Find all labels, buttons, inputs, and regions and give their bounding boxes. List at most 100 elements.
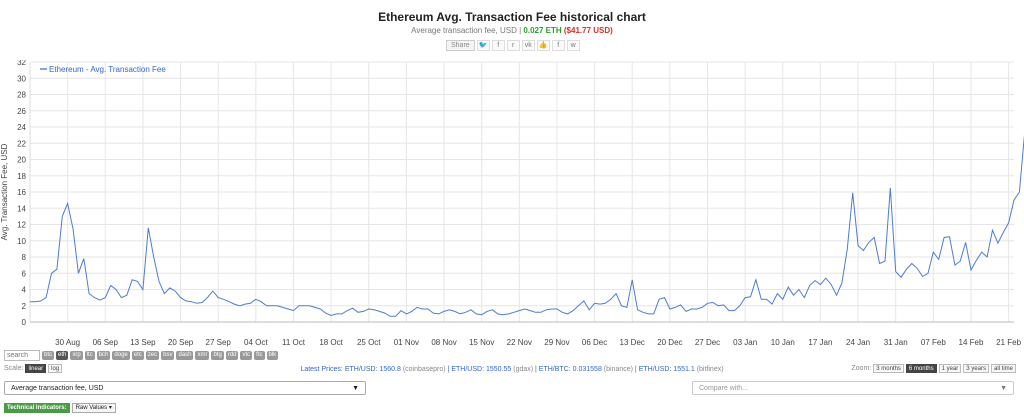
x-tick-label: 20 Dec [657,338,682,347]
price-item[interactable]: ETH/BTC: 0.031558 (binance) [538,366,633,373]
y-tick-label: 18 [17,172,26,181]
legend-label: Ethereum - Avg. Transaction Fee [49,65,166,74]
coin-button-blk[interactable]: blk [266,351,279,360]
zoom-label: Zoom: [851,365,872,372]
x-tick-label: 03 Jan [733,338,757,347]
scale-label: Scale: [4,365,24,372]
facebook-icon[interactable]: f [491,40,505,51]
compare-select-placeholder: Compare with... [699,385,749,392]
chart-subtitle: Average transaction fee, USD | 0.027 ETH… [0,26,1024,35]
coin-button-rdd[interactable]: rdd [225,351,239,360]
latest-prices: Latest Prices: ETH/USD: 1560.8 (coinbase… [300,366,724,373]
x-tick-label: 21 Feb [996,338,1021,347]
reddit-icon[interactable]: r [506,40,520,51]
y-tick-label: 16 [17,188,26,197]
coin-button-vtc[interactable]: vtc [240,351,253,360]
y-tick-label: 10 [17,237,26,246]
y-tick-label: 0 [22,318,27,327]
x-tick-label: 27 Sep [206,338,232,347]
chevron-down-icon: ▼ [352,385,359,392]
y-tick-label: 32 [17,60,26,67]
zoom-all-time-button[interactable]: all time [990,364,1016,373]
scale-control: Scale: linear log [4,364,63,373]
y-tick-label: 24 [17,123,26,132]
y-tick-label: 28 [17,91,26,100]
coin-toolbar: btcethxrpltcbchdogeetczecbsvdashxmrbtgrd… [4,350,279,361]
y-tick-label: 14 [17,204,26,213]
x-tick-label: 04 Oct [244,338,268,347]
x-tick-label: 10 Jan [771,338,795,347]
raw-values-dropdown[interactable]: Raw Values ▾ [71,403,116,413]
coin-search-input[interactable] [4,350,40,361]
coin-button-bsv[interactable]: bsv [161,351,175,360]
y-tick-label: 4 [22,286,27,295]
x-tick-label: 06 Dec [582,338,607,347]
y-tick-label: 26 [17,107,26,116]
twitter-icon[interactable]: 🐦 [476,40,490,51]
x-tick-label: 01 Nov [394,338,419,347]
scale-log-button[interactable]: log [48,364,63,373]
zoom-3-months-button[interactable]: 3 months [873,364,904,373]
coin-button-xmr[interactable]: xmr [195,351,210,360]
x-tick-label: 27 Dec [695,338,720,347]
zoom-3-years-button[interactable]: 3 years [963,364,989,373]
y-tick-label: 22 [17,139,26,148]
prices-label: Latest Prices: [300,366,343,373]
x-tick-label: 17 Jan [808,338,832,347]
technical-indicators: Technical Indicators: Raw Values ▾ [4,403,116,413]
weibo-icon[interactable]: w [566,40,580,51]
y-tick-label: 8 [22,253,27,262]
x-tick-label: 14 Feb [959,338,984,347]
x-tick-label: 25 Oct [357,338,381,347]
x-tick-label: 11 Oct [282,338,306,347]
x-tick-label: 07 Feb [921,338,946,347]
subtitle-label: Average transaction fee, USD | [411,26,522,35]
x-tick-label: 18 Oct [319,338,343,347]
metric-select[interactable]: Average transaction fee, USD ▼ [4,381,366,395]
coin-button-dash[interactable]: dash [176,351,194,360]
share-label: Share [446,40,475,51]
coin-button-doge[interactable]: doge [112,351,130,360]
x-tick-label: 30 Aug [55,338,80,347]
technical-indicators-label: Technical Indicators: [4,403,70,413]
scale-linear-button[interactable]: linear [25,364,47,373]
metric-select-value: Average transaction fee, USD [11,385,104,392]
vk-icon[interactable]: vk [521,40,535,51]
y-axis-label: Avg. Transaction Fee, USD [0,143,9,240]
y-tick-label: 20 [17,156,26,165]
x-tick-label: 06 Sep [93,338,119,347]
price-item[interactable]: ETH/USD: 1550.55 (gdax) [451,366,534,373]
y-tick-label: 2 [22,302,27,311]
like-icon[interactable]: 👍 [536,40,550,51]
coin-button-eth[interactable]: eth [56,351,69,360]
coin-button-xrp[interactable]: xrp [70,351,83,360]
x-tick-label: 29 Nov [544,338,569,347]
coin-button-btc[interactable]: btc [42,351,55,360]
fee-usd-value: ($41.77 USD) [563,26,613,35]
price-item[interactable]: ETH/USD: 1560.8 (coinbasepro) [344,366,446,373]
coin-button-bch[interactable]: bch [96,351,111,360]
facebook-f-icon[interactable]: f [551,40,565,51]
x-tick-label: 15 Nov [469,338,494,347]
zoom-6-months-button[interactable]: 6 months [905,364,937,373]
x-tick-label: 08 Nov [431,338,456,347]
x-tick-label: 13 Dec [620,338,645,347]
x-tick-label: 13 Sep [130,338,156,347]
x-tick-label: 22 Nov [507,338,532,347]
zoom-1-year-button[interactable]: 1 year [938,364,962,373]
coin-button-btg[interactable]: btg [211,351,224,360]
page-title: Ethereum Avg. Transaction Fee historical… [378,10,646,24]
coin-button-zec[interactable]: zec [145,351,160,360]
y-tick-label: 30 [17,74,26,83]
price-item[interactable]: ETH/USD: 1551.1 (bitfinex) [638,366,724,373]
coin-button-etc[interactable]: etc [131,351,144,360]
chevron-down-icon: ▼ [1000,385,1007,392]
coin-button-ftc[interactable]: ftc [254,351,265,360]
zoom-control: Zoom: 3 months 6 months 1 year 3 years a… [851,364,1016,373]
coin-button-ltc[interactable]: ltc [84,351,95,360]
x-tick-label: 20 Sep [168,338,194,347]
x-tick-label: 24 Jan [846,338,870,347]
y-tick-label: 12 [17,221,26,230]
compare-select[interactable]: Compare with... ▼ [692,381,1014,395]
